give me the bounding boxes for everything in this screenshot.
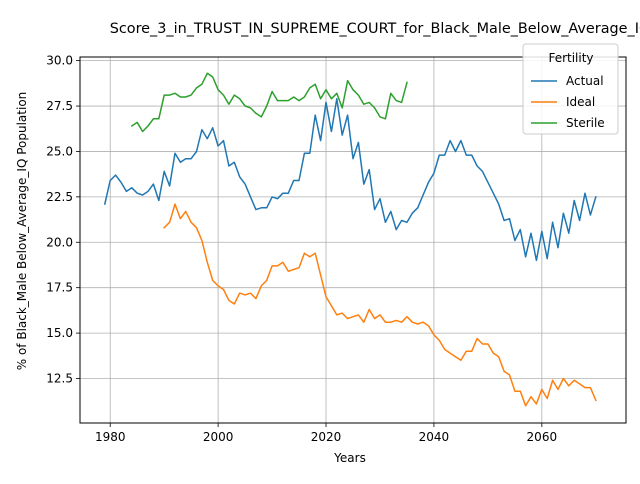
y-axis-ticks: 12.5 15.0 17.5 20.0 22.5 25.0 27.5 30.0 [46, 54, 80, 385]
x-axis-ticks: 1980 2000 2020 2040 2060 [95, 423, 557, 444]
legend-label-sterile: Sterile [566, 116, 605, 130]
legend-box [522, 43, 619, 135]
x-axis-label: Years [333, 451, 366, 465]
series-lines [103, 72, 597, 407]
legend-items: Actual Ideal Sterile [531, 74, 605, 130]
y-axis-label: % of Black_Male Below_Average_IQ Populat… [15, 92, 29, 371]
y-tick-label: 22.5 [46, 190, 73, 204]
y-tick-label: 25.0 [46, 144, 73, 158]
legend: Fertility Actual Ideal Sterile [522, 43, 619, 135]
legend-title: Fertility [548, 51, 593, 65]
x-tick-label: 2000 [203, 430, 234, 444]
x-tick-label: 2040 [419, 430, 450, 444]
y-tick-label: 12.5 [46, 371, 73, 385]
y-tick-label: 27.5 [46, 99, 73, 113]
series-line-actual [103, 98, 597, 262]
chart-title: Score_3_in_TRUST_IN_SUPREME_COURT_for_Bl… [110, 21, 640, 37]
legend-label-ideal: Ideal [566, 95, 595, 109]
plot-area-frame [79, 56, 627, 424]
x-tick-label: 2060 [527, 430, 558, 444]
series-line-sterile [130, 72, 408, 133]
legend-label-actual: Actual [566, 74, 604, 88]
series-line-ideal [163, 203, 597, 407]
y-tick-label: 15.0 [46, 326, 73, 340]
y-tick-label: 20.0 [46, 235, 73, 249]
y-tick-label: 30.0 [46, 54, 73, 68]
x-tick-label: 1980 [95, 430, 126, 444]
x-tick-label: 2020 [311, 430, 342, 444]
y-tick-label: 17.5 [46, 281, 73, 295]
